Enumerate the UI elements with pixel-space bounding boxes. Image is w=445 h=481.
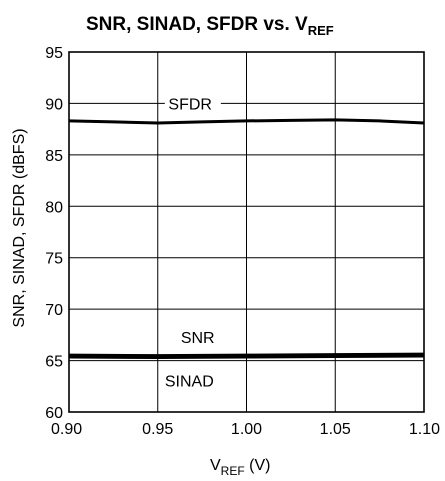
annotation-sinad: SINAD: [165, 373, 214, 390]
x-tick-label: 1.05: [320, 421, 351, 438]
tick-labels: 0.90 0.95 1.00 1.05 1.10 60 65 70 75 80 85 90 95: [45, 45, 440, 438]
y-tick-label: 90: [45, 96, 63, 113]
series-line-sfdr: [68, 118, 425, 125]
annotations: SFDR SNR SINAD: [164, 94, 221, 390]
x-tick-label: 1.00: [231, 421, 262, 438]
y-tick-label: 85: [45, 148, 63, 165]
x-axis-label-subscript: REF: [221, 464, 245, 478]
chart-title: SNR, SINAD, SFDR vs. VREF: [86, 14, 334, 38]
x-axis-label: VREF (V): [210, 457, 270, 478]
series-lines: [68, 118, 425, 359]
y-tick-label: 70: [45, 302, 63, 319]
annotation-sfdr-background: [164, 94, 221, 113]
annotation-sfdr: SFDR: [168, 96, 212, 113]
plot-frame: [68, 51, 425, 413]
x-tick-label: 0.95: [142, 421, 173, 438]
y-tick-label: 75: [45, 251, 63, 268]
y-tick-label: 95: [45, 45, 63, 62]
y-tick-label: 80: [45, 199, 63, 216]
y-tick-label: 60: [45, 405, 63, 422]
series-line-snr: [68, 352, 425, 358]
x-tick-label: 1.10: [409, 421, 440, 438]
x-axis-label-unit: (V): [245, 457, 271, 474]
y-tick-label: 65: [45, 354, 63, 371]
grid: [69, 52, 424, 412]
x-tick-label: 0.90: [51, 421, 82, 438]
x-axis-label-main: V: [210, 457, 221, 474]
chart-title-main: SNR, SINAD, SFDR vs. V: [86, 14, 308, 35]
y-axis-label: SNR, SINAD, SFDR (dBFS): [11, 128, 28, 327]
series-line-sinad: [68, 355, 425, 359]
annotation-snr: SNR: [181, 330, 215, 347]
chart-title-subscript: REF: [308, 23, 334, 38]
